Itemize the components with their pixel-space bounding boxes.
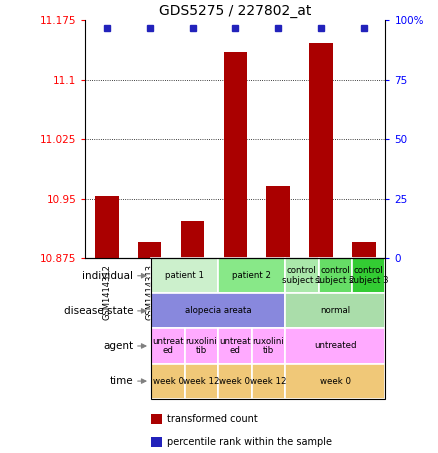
Bar	[152, 258, 218, 294]
Text: ruxolini
tib: ruxolini tib	[253, 337, 284, 355]
Bar	[138, 241, 162, 258]
Text: untreat
ed: untreat ed	[219, 337, 251, 355]
Bar	[185, 328, 218, 363]
Bar	[300, 20, 343, 258]
Bar	[285, 328, 385, 363]
Text: individual: individual	[82, 271, 134, 281]
Bar	[218, 363, 252, 399]
Text: week 0: week 0	[219, 376, 251, 386]
Text: week 12: week 12	[184, 376, 220, 386]
Text: ruxolini
tib: ruxolini tib	[186, 337, 217, 355]
Bar	[343, 20, 385, 258]
Bar	[214, 20, 257, 258]
Bar	[95, 196, 119, 258]
Text: agent: agent	[103, 341, 134, 351]
Text: patient 2: patient 2	[232, 271, 271, 280]
Bar	[152, 258, 385, 399]
Bar	[181, 221, 205, 258]
Text: percentile rank within the sample: percentile rank within the sample	[167, 437, 332, 447]
Text: week 0: week 0	[152, 376, 184, 386]
Bar	[128, 20, 171, 258]
Text: untreat
ed: untreat ed	[152, 337, 184, 355]
Bar	[285, 258, 318, 294]
Bar	[185, 363, 218, 399]
Bar	[257, 20, 300, 258]
Bar	[309, 43, 333, 258]
Bar	[85, 20, 128, 258]
Bar	[252, 328, 285, 363]
Bar	[266, 186, 290, 258]
Text: transformed count: transformed count	[167, 414, 258, 424]
Bar	[285, 363, 385, 399]
Text: alopecia areata: alopecia areata	[185, 306, 251, 315]
Bar	[218, 328, 252, 363]
Title: GDS5275 / 227802_at: GDS5275 / 227802_at	[159, 4, 311, 18]
Text: disease state: disease state	[64, 306, 134, 316]
Text: control
subject 2: control subject 2	[315, 266, 355, 285]
Bar	[218, 258, 285, 294]
Text: time: time	[110, 376, 134, 386]
Text: week 0: week 0	[320, 376, 351, 386]
Bar	[152, 294, 285, 328]
Text: untreated: untreated	[314, 342, 357, 351]
Bar	[152, 328, 185, 363]
Bar	[224, 52, 247, 258]
Bar	[318, 258, 352, 294]
Bar	[352, 241, 376, 258]
Text: normal: normal	[320, 306, 350, 315]
Text: patient 1: patient 1	[166, 271, 205, 280]
Text: control
subject 3: control subject 3	[349, 266, 389, 285]
Bar	[252, 363, 285, 399]
Bar	[152, 363, 185, 399]
Bar	[352, 258, 385, 294]
Bar	[171, 20, 214, 258]
Bar	[285, 294, 385, 328]
Text: control
subject 1: control subject 1	[282, 266, 321, 285]
Text: week 12: week 12	[250, 376, 287, 386]
